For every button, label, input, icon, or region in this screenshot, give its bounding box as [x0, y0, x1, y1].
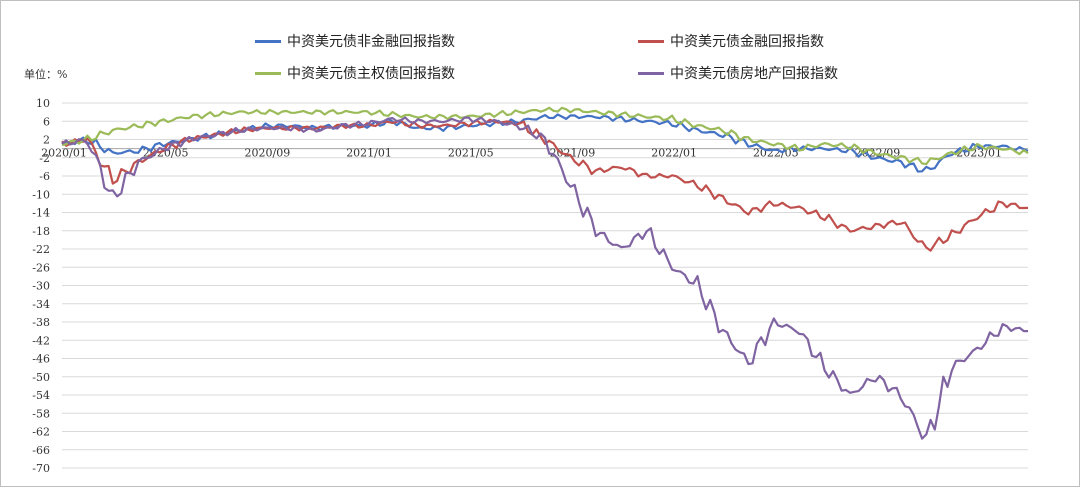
legend-label-series-0: 中资美元债非金融回报指数 — [287, 34, 455, 50]
legend-label-series-1: 中资美元债金融回报指数 — [670, 34, 824, 50]
x-tick-label-2: 2020/09 — [245, 147, 291, 160]
x-tick-label-3: 2021/01 — [346, 147, 392, 160]
y-tick-label-9: -26 — [32, 261, 50, 274]
legend-label-series-3: 中资美元债房地产回报指数 — [670, 66, 838, 82]
y-tick-label-4: -6 — [39, 170, 50, 183]
y-tick-label-6: -14 — [32, 207, 50, 220]
series-line-1 — [61, 118, 1029, 252]
y-tick-label-16: -54 — [32, 389, 50, 402]
y-tick-label-0: 10 — [36, 97, 50, 110]
y-tick-label-3: -2 — [39, 152, 50, 165]
series-line-0 — [61, 113, 1029, 173]
y-tick-label-1: 6 — [43, 115, 50, 128]
y-tick-label-18: -62 — [32, 426, 50, 439]
series-line-2 — [61, 106, 1029, 166]
y-tick-label-10: -30 — [32, 280, 50, 293]
legend-swatch-series-1 — [638, 39, 664, 43]
series-line-3 — [61, 116, 1028, 440]
y-tick-label-5: -10 — [32, 188, 50, 201]
legend-label-series-2: 中资美元债主权债回报指数 — [287, 66, 455, 82]
y-tick-label-15: -50 — [32, 371, 50, 384]
x-tick-label-5: 2021/09 — [550, 147, 596, 160]
legend-item-series-1: 中资美元债金融回报指数 — [638, 31, 824, 51]
y-tick-label-19: -66 — [32, 444, 50, 457]
y-tick-label-12: -38 — [32, 316, 50, 329]
legend-swatch-series-0 — [255, 39, 281, 43]
unit-label: 单位：% — [24, 68, 68, 81]
legend-swatch-series-3 — [638, 71, 664, 75]
x-tick-label-0: 2020/01 — [41, 147, 87, 160]
legend-swatch-series-2 — [255, 71, 281, 75]
x-tick-label-1: 2020/05 — [143, 147, 189, 160]
y-tick-label-20: -70 — [32, 462, 50, 475]
legend-item-series-2: 中资美元债主权债回报指数 — [255, 63, 455, 83]
x-tick-label-6: 2022/01 — [651, 147, 697, 160]
legend-item-series-0: 中资美元债非金融回报指数 — [255, 31, 455, 51]
y-tick-label-11: -34 — [32, 298, 50, 311]
y-tick-label-2: 2 — [43, 134, 50, 147]
y-tick-label-14: -46 — [32, 353, 50, 366]
y-tick-label-8: -22 — [32, 243, 50, 256]
y-tick-label-13: -42 — [32, 334, 50, 347]
legend-item-series-3: 中资美元债房地产回报指数 — [638, 63, 838, 83]
x-tick-label-4: 2021/05 — [448, 147, 494, 160]
y-tick-label-17: -58 — [32, 407, 50, 420]
y-tick-label-7: -18 — [32, 225, 50, 238]
